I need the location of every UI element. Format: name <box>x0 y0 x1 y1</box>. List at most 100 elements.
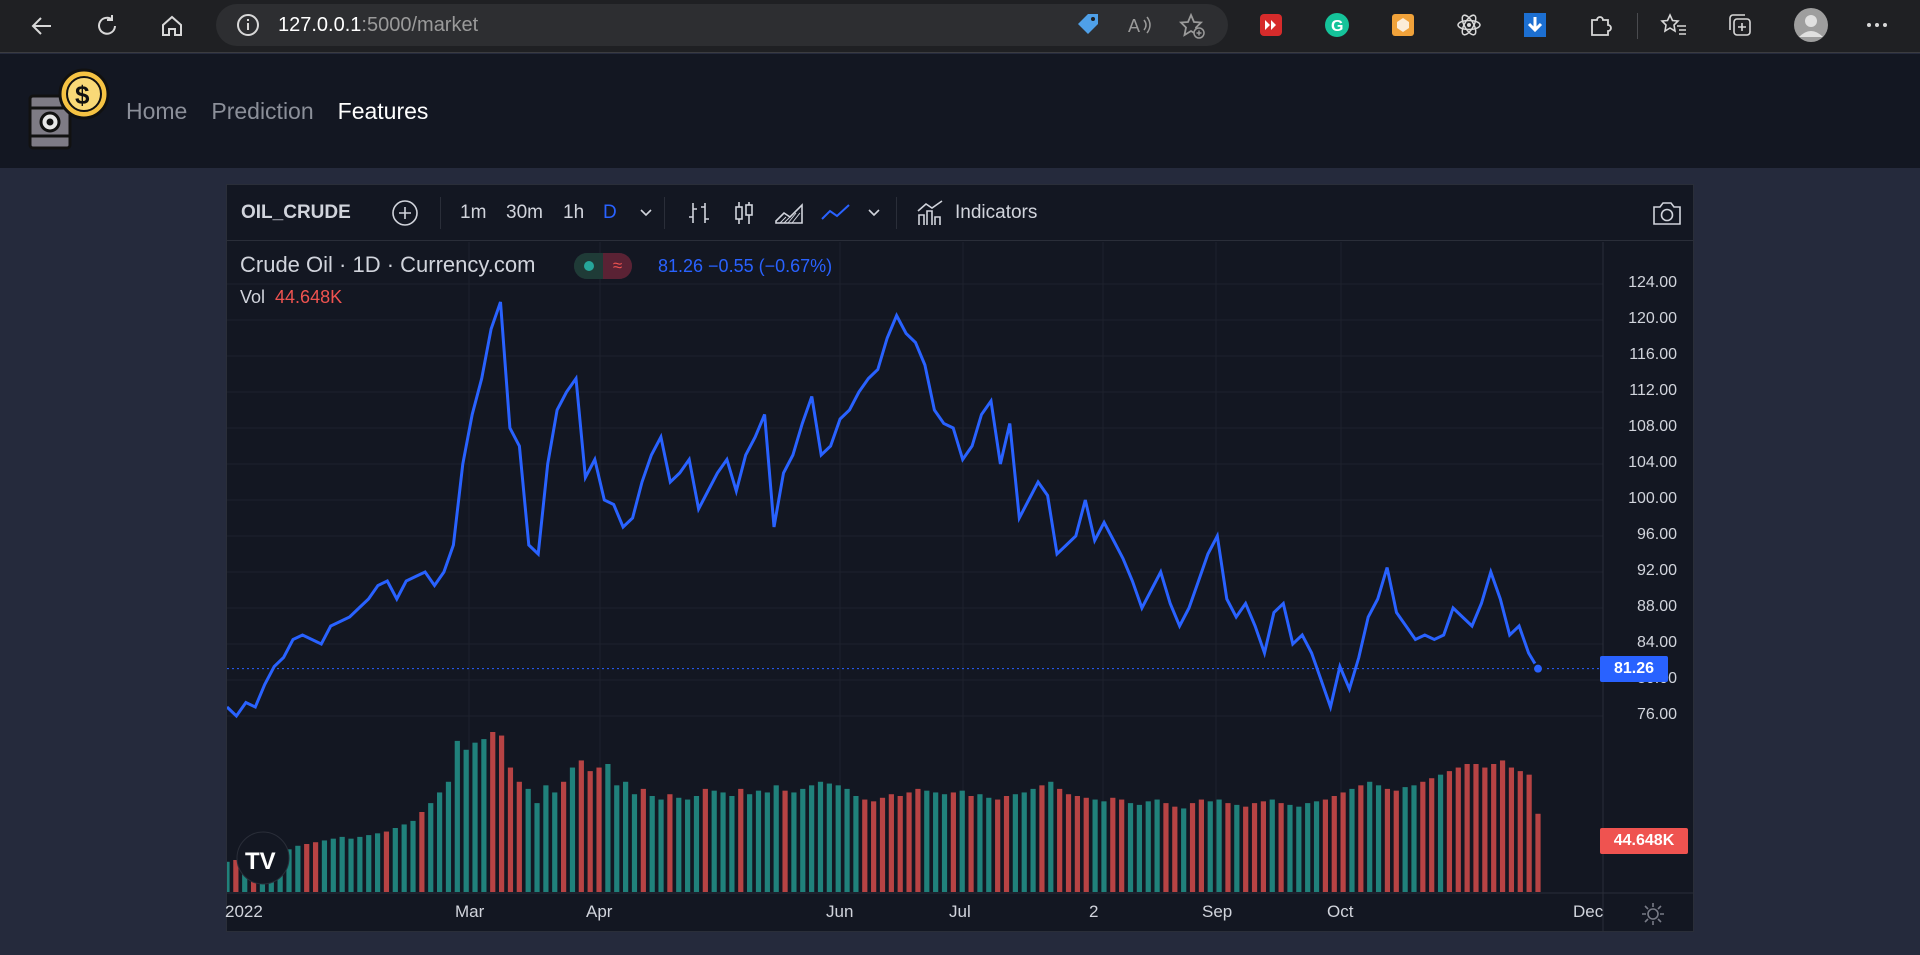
compare-add-button[interactable] <box>389 198 421 228</box>
back-button[interactable] <box>24 8 60 44</box>
interval-1h-button[interactable]: 1h <box>563 202 585 223</box>
indicators-button[interactable]: Indicators <box>915 198 1037 228</box>
volume-bar <box>764 792 770 892</box>
address-bar[interactable]: 127.0.0.1:5000/market A <box>216 4 1228 46</box>
volume-bar <box>853 796 859 892</box>
price-tick-label: 76.00 <box>1636 706 1677 723</box>
refresh-button[interactable] <box>89 8 125 44</box>
react-devtools-icon[interactable] <box>1454 10 1484 40</box>
price-tick-label: 124.00 <box>1628 274 1677 291</box>
volume-bar <box>658 799 664 892</box>
volume-bar <box>1429 778 1435 892</box>
profile-avatar[interactable] <box>1793 7 1829 43</box>
snapshot-button[interactable] <box>1651 198 1683 228</box>
svg-text:A: A <box>1128 16 1140 36</box>
volume-bar <box>1313 801 1320 892</box>
volume-bar <box>835 785 841 892</box>
chart-area[interactable]: TV Crude Oil · 1D · Currency.com ≈ 81.26… <box>225 242 1693 932</box>
volume-bar <box>1296 806 1302 892</box>
volume-bar <box>569 767 576 892</box>
market-open-indicator <box>574 253 603 279</box>
extension-orange-icon[interactable] <box>1388 10 1418 40</box>
volume-bar <box>729 796 735 892</box>
volume-bar <box>640 788 646 892</box>
nav-prediction-link[interactable]: Prediction <box>211 98 314 124</box>
volume-bar <box>339 836 345 892</box>
price-tick-label: 100.00 <box>1628 490 1677 507</box>
volume-bar <box>552 792 558 892</box>
time-tick-label: Mar <box>455 902 485 921</box>
volume-bar <box>1535 813 1541 892</box>
symbol-search-button[interactable]: OIL_CRUDE <box>241 202 351 223</box>
chart-settings-button[interactable] <box>1641 902 1665 926</box>
bars-style-button[interactable] <box>683 198 715 228</box>
volume-bar <box>1039 785 1045 892</box>
volume-bar <box>959 790 965 892</box>
time-tick-label: 2 <box>1089 902 1099 921</box>
price-tick-label: 120.00 <box>1628 310 1677 327</box>
svg-text:G: G <box>1331 18 1343 35</box>
price-tick-label: 112.00 <box>1629 382 1677 399</box>
volume-bar <box>321 840 328 892</box>
volume-bar <box>1464 764 1470 892</box>
interval-1m-button[interactable]: 1m <box>460 202 487 223</box>
volume-bar <box>1243 806 1249 892</box>
read-aloud-icon[interactable]: A <box>1126 12 1154 43</box>
volume-bar <box>1189 803 1196 892</box>
volume-bar <box>1367 781 1373 892</box>
interval-30m-button[interactable]: 30m <box>506 202 543 223</box>
candles-style-button[interactable] <box>728 198 760 228</box>
info-icon[interactable] <box>236 13 260 37</box>
volume-bar <box>419 812 425 892</box>
chart-style-dropdown-button[interactable] <box>863 198 885 228</box>
volume-bar <box>950 792 956 892</box>
volume-bar <box>587 771 593 892</box>
volume-bar <box>968 796 974 892</box>
time-tick-label: Oct <box>1327 902 1354 921</box>
nav-home-link[interactable]: Home <box>126 98 188 124</box>
time-tick-label: Jun <box>826 902 854 921</box>
nav-features-link[interactable]: Features <box>337 98 429 124</box>
grammarly-icon[interactable]: G <box>1322 10 1352 40</box>
volume-bar <box>578 760 584 892</box>
download-extension-icon[interactable] <box>1520 10 1550 40</box>
volume-bar <box>543 785 549 892</box>
area-style-button[interactable] <box>773 198 807 228</box>
time-tick-label: Jul <box>949 902 971 921</box>
volume-bar <box>738 788 744 892</box>
volume-bar <box>977 794 983 892</box>
extensions-puzzle-icon[interactable] <box>1586 10 1616 40</box>
interval-dropdown-button[interactable] <box>635 198 657 228</box>
extension-red-icon[interactable] <box>1256 10 1286 40</box>
more-menu-icon[interactable] <box>1862 10 1892 40</box>
tag-icon[interactable] <box>1074 10 1102 43</box>
volume-bar <box>1145 801 1151 892</box>
favorite-add-icon[interactable] <box>1178 12 1206 45</box>
interval-d-button[interactable]: D <box>603 202 617 223</box>
collections-icon[interactable] <box>1725 10 1755 40</box>
volume-bar <box>383 831 390 892</box>
volume-bar <box>1287 804 1293 892</box>
volume-bar <box>472 742 478 892</box>
site-header: $ Home Prediction Features <box>0 54 1920 168</box>
volume-bar <box>1198 799 1204 892</box>
line-style-button[interactable] <box>819 198 853 228</box>
site-logo[interactable]: $ <box>24 68 114 158</box>
volume-bar <box>233 860 239 892</box>
volume-bar <box>1305 803 1311 892</box>
volume-bar <box>906 792 912 892</box>
volume-bar <box>227 861 230 892</box>
favorites-icon[interactable] <box>1659 10 1689 40</box>
volume-bar <box>755 790 762 892</box>
legend-volume: Vol 44.648K <box>240 287 343 307</box>
volume-bar <box>1110 797 1116 892</box>
home-button[interactable] <box>154 8 190 44</box>
volume-bar <box>445 781 452 892</box>
volume-bar <box>631 794 638 892</box>
legend-status-pill[interactable]: ≈ <box>574 253 632 279</box>
volume-bar <box>1065 794 1072 892</box>
volume-bar <box>295 845 301 892</box>
volume-bar <box>1216 799 1222 892</box>
price-chart[interactable]: TV <box>227 242 1693 932</box>
gear-icon <box>1642 903 1664 925</box>
